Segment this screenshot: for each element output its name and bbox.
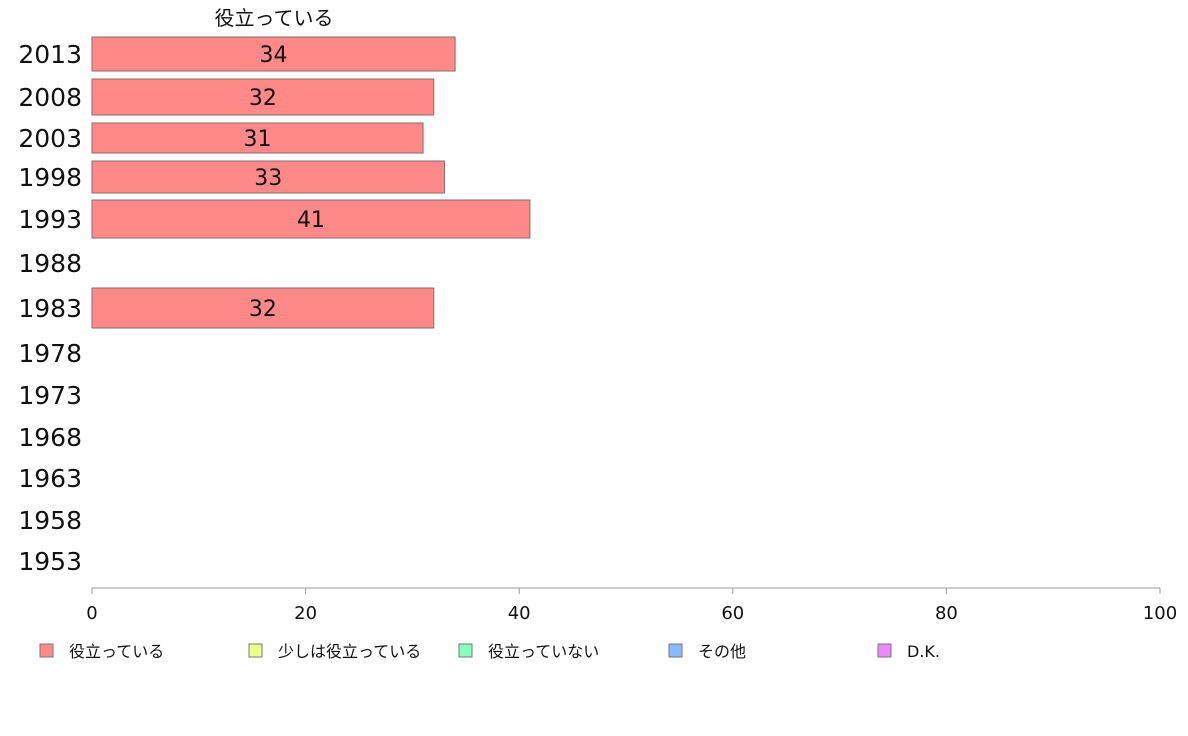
legend-item-2: 役立っていない bbox=[458, 642, 599, 661]
legend-label-4: D.K. bbox=[907, 642, 940, 661]
x-tick-label-80: 80 bbox=[935, 603, 958, 624]
bar-2013 bbox=[91, 36, 456, 72]
year-label-1963: 1963 bbox=[18, 464, 82, 493]
bar-2003 bbox=[91, 122, 424, 154]
bar-2008 bbox=[91, 78, 435, 116]
bar-value-label-2013: 34 bbox=[260, 43, 288, 68]
bar-1993 bbox=[91, 199, 531, 239]
legend-item-4: D.K. bbox=[877, 642, 940, 661]
year-label-1998: 1998 bbox=[18, 163, 82, 192]
x-tick-label-0: 0 bbox=[86, 603, 97, 624]
year-label-1958: 1958 bbox=[18, 506, 82, 535]
year-label-1978: 1978 bbox=[18, 339, 82, 368]
legend-swatch-2 bbox=[458, 643, 473, 658]
year-labels: 2013 2008 2003 1998 1993 1988 1983 1978 1973 1968… bbox=[18, 40, 82, 576]
x-axis: 0 20 40 60 80 100 bbox=[86, 587, 1177, 624]
year-label-1988: 1988 bbox=[18, 249, 82, 278]
x-tick-label-40: 40 bbox=[508, 603, 531, 624]
legend-label-3: その他 bbox=[698, 642, 746, 661]
legend-item-0: 役立っている bbox=[39, 642, 164, 661]
bar-value-label-1983: 32 bbox=[249, 297, 277, 322]
legend-item-1: 少しは役立っている bbox=[248, 642, 421, 661]
year-label-2003: 2003 bbox=[18, 124, 82, 153]
legend-swatch-0 bbox=[39, 643, 54, 658]
legend: 役立っている 少しは役立っている 役立っていない その他 D.K. bbox=[39, 642, 940, 661]
legend-item-3: その他 bbox=[668, 642, 746, 661]
legend-swatch-4 bbox=[877, 643, 892, 658]
year-label-1973: 1973 bbox=[18, 381, 82, 410]
legend-label-2: 役立っていない bbox=[488, 642, 599, 661]
legend-label-0: 役立っている bbox=[69, 642, 164, 661]
year-label-1968: 1968 bbox=[18, 423, 82, 452]
legend-swatch-3 bbox=[668, 643, 683, 658]
bar-1983 bbox=[91, 287, 435, 329]
bar-value-label-2008: 32 bbox=[249, 86, 277, 111]
legend-swatch-1 bbox=[248, 643, 263, 658]
bar-value-label-1998: 33 bbox=[254, 166, 282, 191]
bar-1998 bbox=[91, 160, 445, 194]
bar-value-label-2003: 31 bbox=[244, 127, 272, 152]
year-label-1953: 1953 bbox=[18, 547, 82, 576]
x-tick-label-60: 60 bbox=[721, 603, 744, 624]
year-label-1993: 1993 bbox=[18, 205, 82, 234]
x-tick-label-20: 20 bbox=[294, 603, 317, 624]
x-tick-label-100: 100 bbox=[1143, 603, 1177, 624]
series-title: 役立っている bbox=[215, 6, 334, 30]
bars-group: 34 32 31 33 41 32 bbox=[91, 36, 531, 329]
year-label-1983: 1983 bbox=[18, 294, 82, 323]
bar-value-label-1993: 41 bbox=[297, 208, 325, 233]
year-label-2008: 2008 bbox=[18, 83, 82, 112]
legend-label-1: 少しは役立っている bbox=[278, 642, 421, 661]
year-label-2013: 2013 bbox=[18, 40, 82, 69]
